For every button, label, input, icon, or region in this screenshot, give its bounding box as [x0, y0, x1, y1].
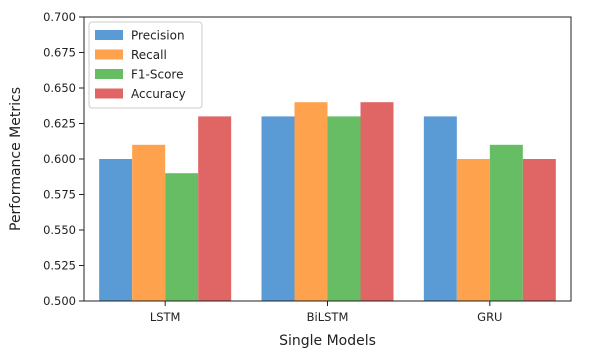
legend-label-recall: Recall: [131, 48, 167, 62]
y-tick-label: 0.625: [43, 117, 76, 131]
x-tick-label-gru: GRU: [477, 310, 502, 324]
y-tick-label: 0.575: [43, 188, 76, 202]
y-tick-label: 0.650: [43, 81, 76, 95]
x-ticks: LSTM BiLSTM GRU: [150, 301, 502, 324]
legend-swatch-accuracy: [95, 88, 123, 99]
bar-accuracy-bilstm: [360, 102, 394, 301]
bar-accuracy-gru: [522, 159, 556, 301]
legend-label-f1-score: F1-Score: [131, 68, 183, 82]
bar-f1-score-lstm: [165, 173, 199, 301]
bar-precision-bilstm: [261, 116, 295, 302]
bar-precision-lstm: [99, 159, 133, 301]
legend: Precision Recall F1-Score Accuracy: [88, 21, 203, 109]
y-axis-title: Performance Metrics: [8, 87, 24, 231]
legend-label-accuracy: Accuracy: [131, 87, 186, 101]
y-tick-label: 0.500: [43, 294, 76, 308]
bar-f1-score-bilstm: [327, 116, 361, 302]
x-tick-label-lstm: LSTM: [150, 310, 181, 324]
bar-recall-lstm: [132, 144, 166, 301]
bar-recall-bilstm: [294, 102, 328, 301]
y-ticks: 0.500 0.525 0.550 0.575 0.600 0.625 0.650 0.675…: [43, 10, 84, 308]
legend-swatch-recall: [95, 49, 123, 60]
legend-swatch-precision: [95, 30, 123, 40]
y-tick-label: 0.550: [43, 223, 76, 237]
x-axis-title: Single Models: [279, 333, 376, 349]
bar-accuracy-lstm: [198, 116, 232, 302]
bar-precision-gru: [423, 116, 457, 302]
bars-group: [99, 102, 556, 302]
y-tick-label: 0.525: [43, 259, 76, 273]
bar-recall-gru: [456, 159, 490, 301]
y-tick-label: 0.600: [43, 152, 76, 166]
y-tick-label: 0.675: [43, 46, 76, 60]
bar-f1-score-gru: [489, 144, 523, 301]
legend-swatch-f1-score: [95, 69, 123, 79]
legend-frame: [88, 21, 203, 109]
y-tick-label: 0.700: [43, 10, 76, 24]
x-tick-label-bilstm: BiLSTM: [307, 310, 349, 324]
legend-label-precision: Precision: [131, 29, 185, 43]
